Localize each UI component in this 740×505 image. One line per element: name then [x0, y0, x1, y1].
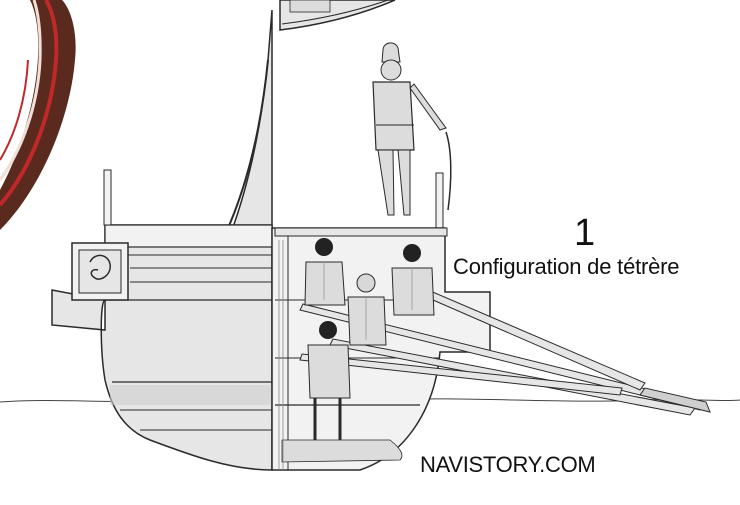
distant-ship-hull	[0, 0, 76, 230]
site-watermark: NAVISTORY.COM	[420, 452, 596, 477]
rower-top-left	[304, 238, 346, 306]
upper-ship-fragment	[279, 0, 396, 31]
figure-caption: Configuration de tétrère	[453, 254, 680, 279]
standing-soldier	[372, 42, 452, 216]
oars	[299, 283, 711, 416]
rower-middle	[347, 273, 387, 346]
ship-hull-side	[51, 9, 444, 471]
figure-number: 1	[574, 212, 596, 254]
rower-bottom	[307, 321, 351, 440]
rower-top-right	[391, 244, 435, 316]
